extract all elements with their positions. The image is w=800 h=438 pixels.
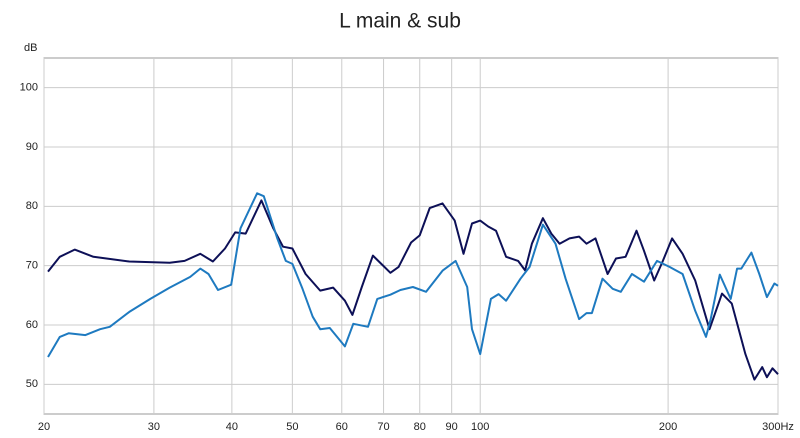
y-axis-label: dB <box>24 42 37 54</box>
series-line <box>47 199 779 381</box>
y-tick-label: 70 <box>26 260 38 272</box>
y-tick-label: 100 <box>20 82 38 94</box>
x-tick-label: 300Hz <box>762 421 794 433</box>
x-tick-label: 60 <box>336 421 348 433</box>
plot-area <box>43 57 779 415</box>
y-tick-label: 90 <box>26 141 38 153</box>
series-line <box>47 192 779 358</box>
x-tick-label: 100 <box>471 421 489 433</box>
x-tick-label: 20 <box>38 421 50 433</box>
x-tick-label: 40 <box>226 421 238 433</box>
y-tick-label: 60 <box>26 319 38 331</box>
y-tick-label: 50 <box>26 378 38 390</box>
x-tick-label: 200 <box>659 421 677 433</box>
x-tick-label: 50 <box>286 421 298 433</box>
y-tick-label: 80 <box>26 200 38 212</box>
x-tick-label: 80 <box>414 421 426 433</box>
x-tick-label: 70 <box>377 421 389 433</box>
x-tick-label: 90 <box>446 421 458 433</box>
x-tick-label: 30 <box>148 421 160 433</box>
chart-title: L main & sub <box>339 10 461 33</box>
